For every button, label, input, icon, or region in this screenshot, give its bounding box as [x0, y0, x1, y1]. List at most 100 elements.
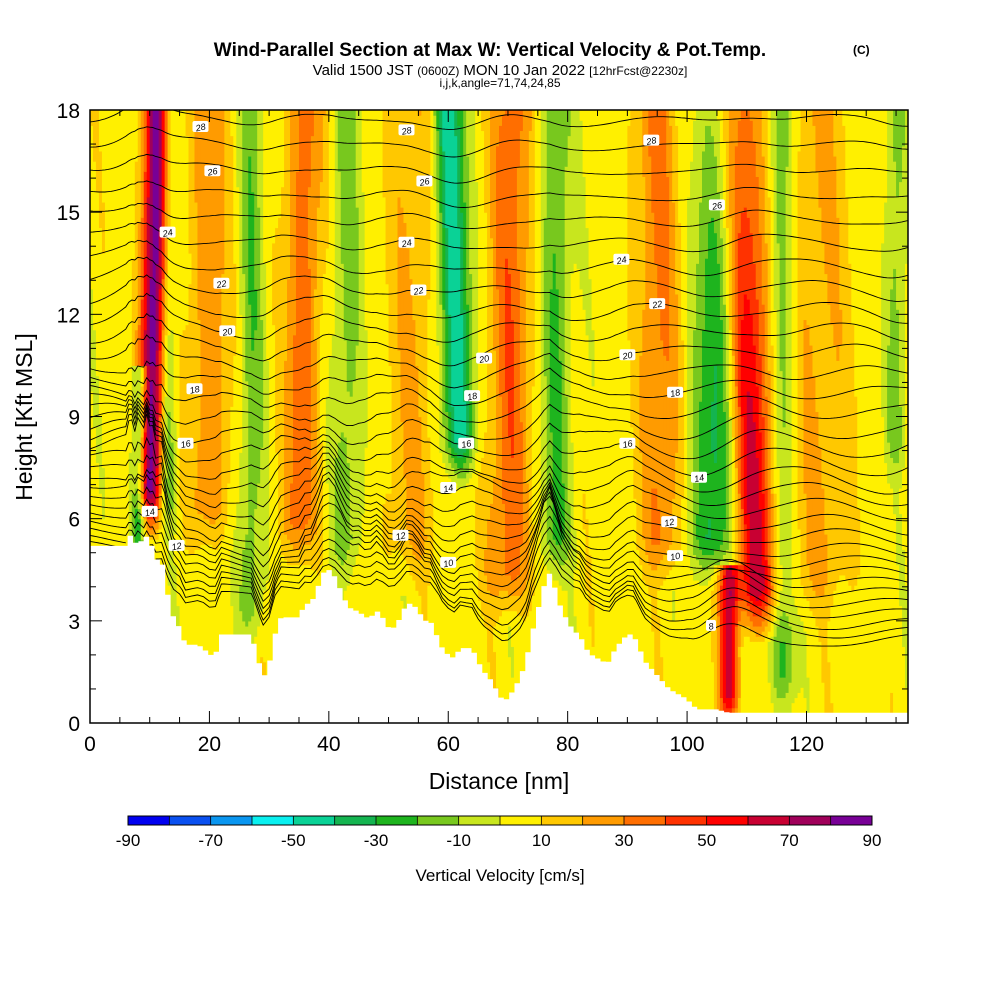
velocity-cell: [460, 110, 464, 213]
velocity-cell: [660, 585, 664, 658]
velocity-cell: [702, 329, 706, 556]
velocity-cell: [501, 110, 506, 116]
velocity-cell: [827, 620, 831, 663]
velocity-cell: [612, 110, 617, 723]
velocity-cell: [263, 110, 267, 264]
isentrope-line: [90, 256, 908, 302]
velocity-cell: [821, 682, 826, 723]
velocity-cell: [397, 350, 402, 550]
velocity-cell: [776, 625, 781, 699]
velocity-cell: [770, 110, 775, 167]
velocity-cell: [896, 196, 900, 310]
velocity-cell: [349, 110, 354, 397]
velocity-cell: [164, 334, 169, 397]
velocity-cell: [758, 110, 763, 234]
isentrope-line: [90, 468, 908, 570]
velocity-cell: [143, 528, 148, 540]
velocity-cell: [448, 110, 452, 315]
velocity-cell: [767, 370, 772, 489]
colorbar-swatch: [210, 816, 253, 825]
velocity-cell: [704, 554, 709, 571]
isentrope-line: [90, 153, 908, 184]
velocity-cell: [746, 513, 751, 596]
velocity-cell: [197, 549, 202, 723]
contour-label: 18: [186, 383, 203, 396]
velocity-cell: [615, 110, 620, 723]
velocity-cell: [319, 110, 324, 183]
velocity-cell: [442, 227, 446, 310]
velocity-cell: [457, 125, 461, 229]
velocity-cell: [737, 656, 742, 699]
velocity-cell: [493, 651, 497, 723]
velocity-cell: [194, 488, 199, 510]
velocity-cell: [749, 610, 754, 622]
velocity-cell: [722, 574, 727, 704]
velocity-cell: [893, 268, 897, 464]
velocity-cell: [313, 110, 318, 290]
velocity-cell: [260, 319, 264, 448]
velocity-cell: [764, 396, 769, 489]
velocity-cell: [293, 528, 297, 550]
velocity-cell: [740, 625, 745, 647]
velocity-cell: [770, 620, 775, 637]
velocity-cell: [499, 110, 503, 126]
contour-label-text: 10: [669, 551, 681, 563]
velocity-cell: [693, 554, 697, 581]
velocity-cell: [460, 447, 464, 458]
velocity-cell: [472, 110, 476, 402]
velocity-cell: [845, 110, 849, 198]
velocity-cell: [755, 110, 760, 178]
velocity-cell: [710, 554, 715, 566]
velocity-cell: [188, 283, 193, 556]
velocity-cell: [245, 533, 249, 627]
velocity-cell: [155, 110, 160, 264]
terrain-profile: [90, 535, 908, 723]
contour-label-text: 16: [622, 438, 634, 450]
velocity-cell: [752, 110, 757, 142]
velocity-cell: [782, 677, 787, 699]
velocity-cell: [448, 462, 452, 479]
velocity-cell: [403, 222, 408, 479]
y-tick-label: 6: [68, 509, 80, 532]
velocity-cell: [821, 110, 826, 244]
velocity-cell: [504, 110, 509, 259]
velocity-cell: [543, 217, 548, 377]
velocity-cell: [791, 110, 796, 596]
velocity-cell: [740, 319, 745, 418]
isentrope-line: [90, 334, 908, 389]
velocity-cell: [725, 314, 730, 402]
velocity-cell: [573, 569, 578, 617]
velocity-cell: [478, 472, 482, 601]
colorbar-swatch: [748, 816, 790, 825]
velocity-cell: [307, 186, 312, 269]
velocity-cell: [567, 549, 572, 627]
velocity-cell: [146, 488, 151, 499]
velocity-cell: [478, 600, 482, 723]
velocity-cell: [152, 533, 157, 540]
velocity-cell: [433, 110, 437, 116]
velocity-cell: [263, 263, 267, 591]
velocity-cell: [463, 110, 467, 203]
velocity-cell: [645, 110, 649, 556]
velocity-cell: [295, 171, 300, 530]
contour-label-text: 20: [220, 326, 233, 338]
velocity-cell: [779, 641, 784, 678]
velocity-cell: [719, 569, 724, 586]
velocity-cell: [412, 110, 417, 321]
velocity-cell: [740, 564, 745, 601]
velocity-cell: [773, 493, 778, 607]
velocity-cell: [896, 564, 900, 723]
velocity-cell: [824, 273, 828, 535]
contour-label-text: 12: [395, 530, 407, 542]
velocity-cell: [218, 513, 222, 545]
velocity-cell: [707, 579, 712, 723]
velocity-cell: [573, 110, 578, 264]
velocity-cell: [654, 263, 658, 489]
velocity-cell: [794, 605, 799, 699]
velocity-cell: [678, 549, 682, 723]
velocity-cell: [161, 385, 166, 464]
velocity-cell: [845, 196, 849, 581]
velocity-cell: [737, 697, 742, 723]
velocity-cell: [812, 615, 817, 723]
